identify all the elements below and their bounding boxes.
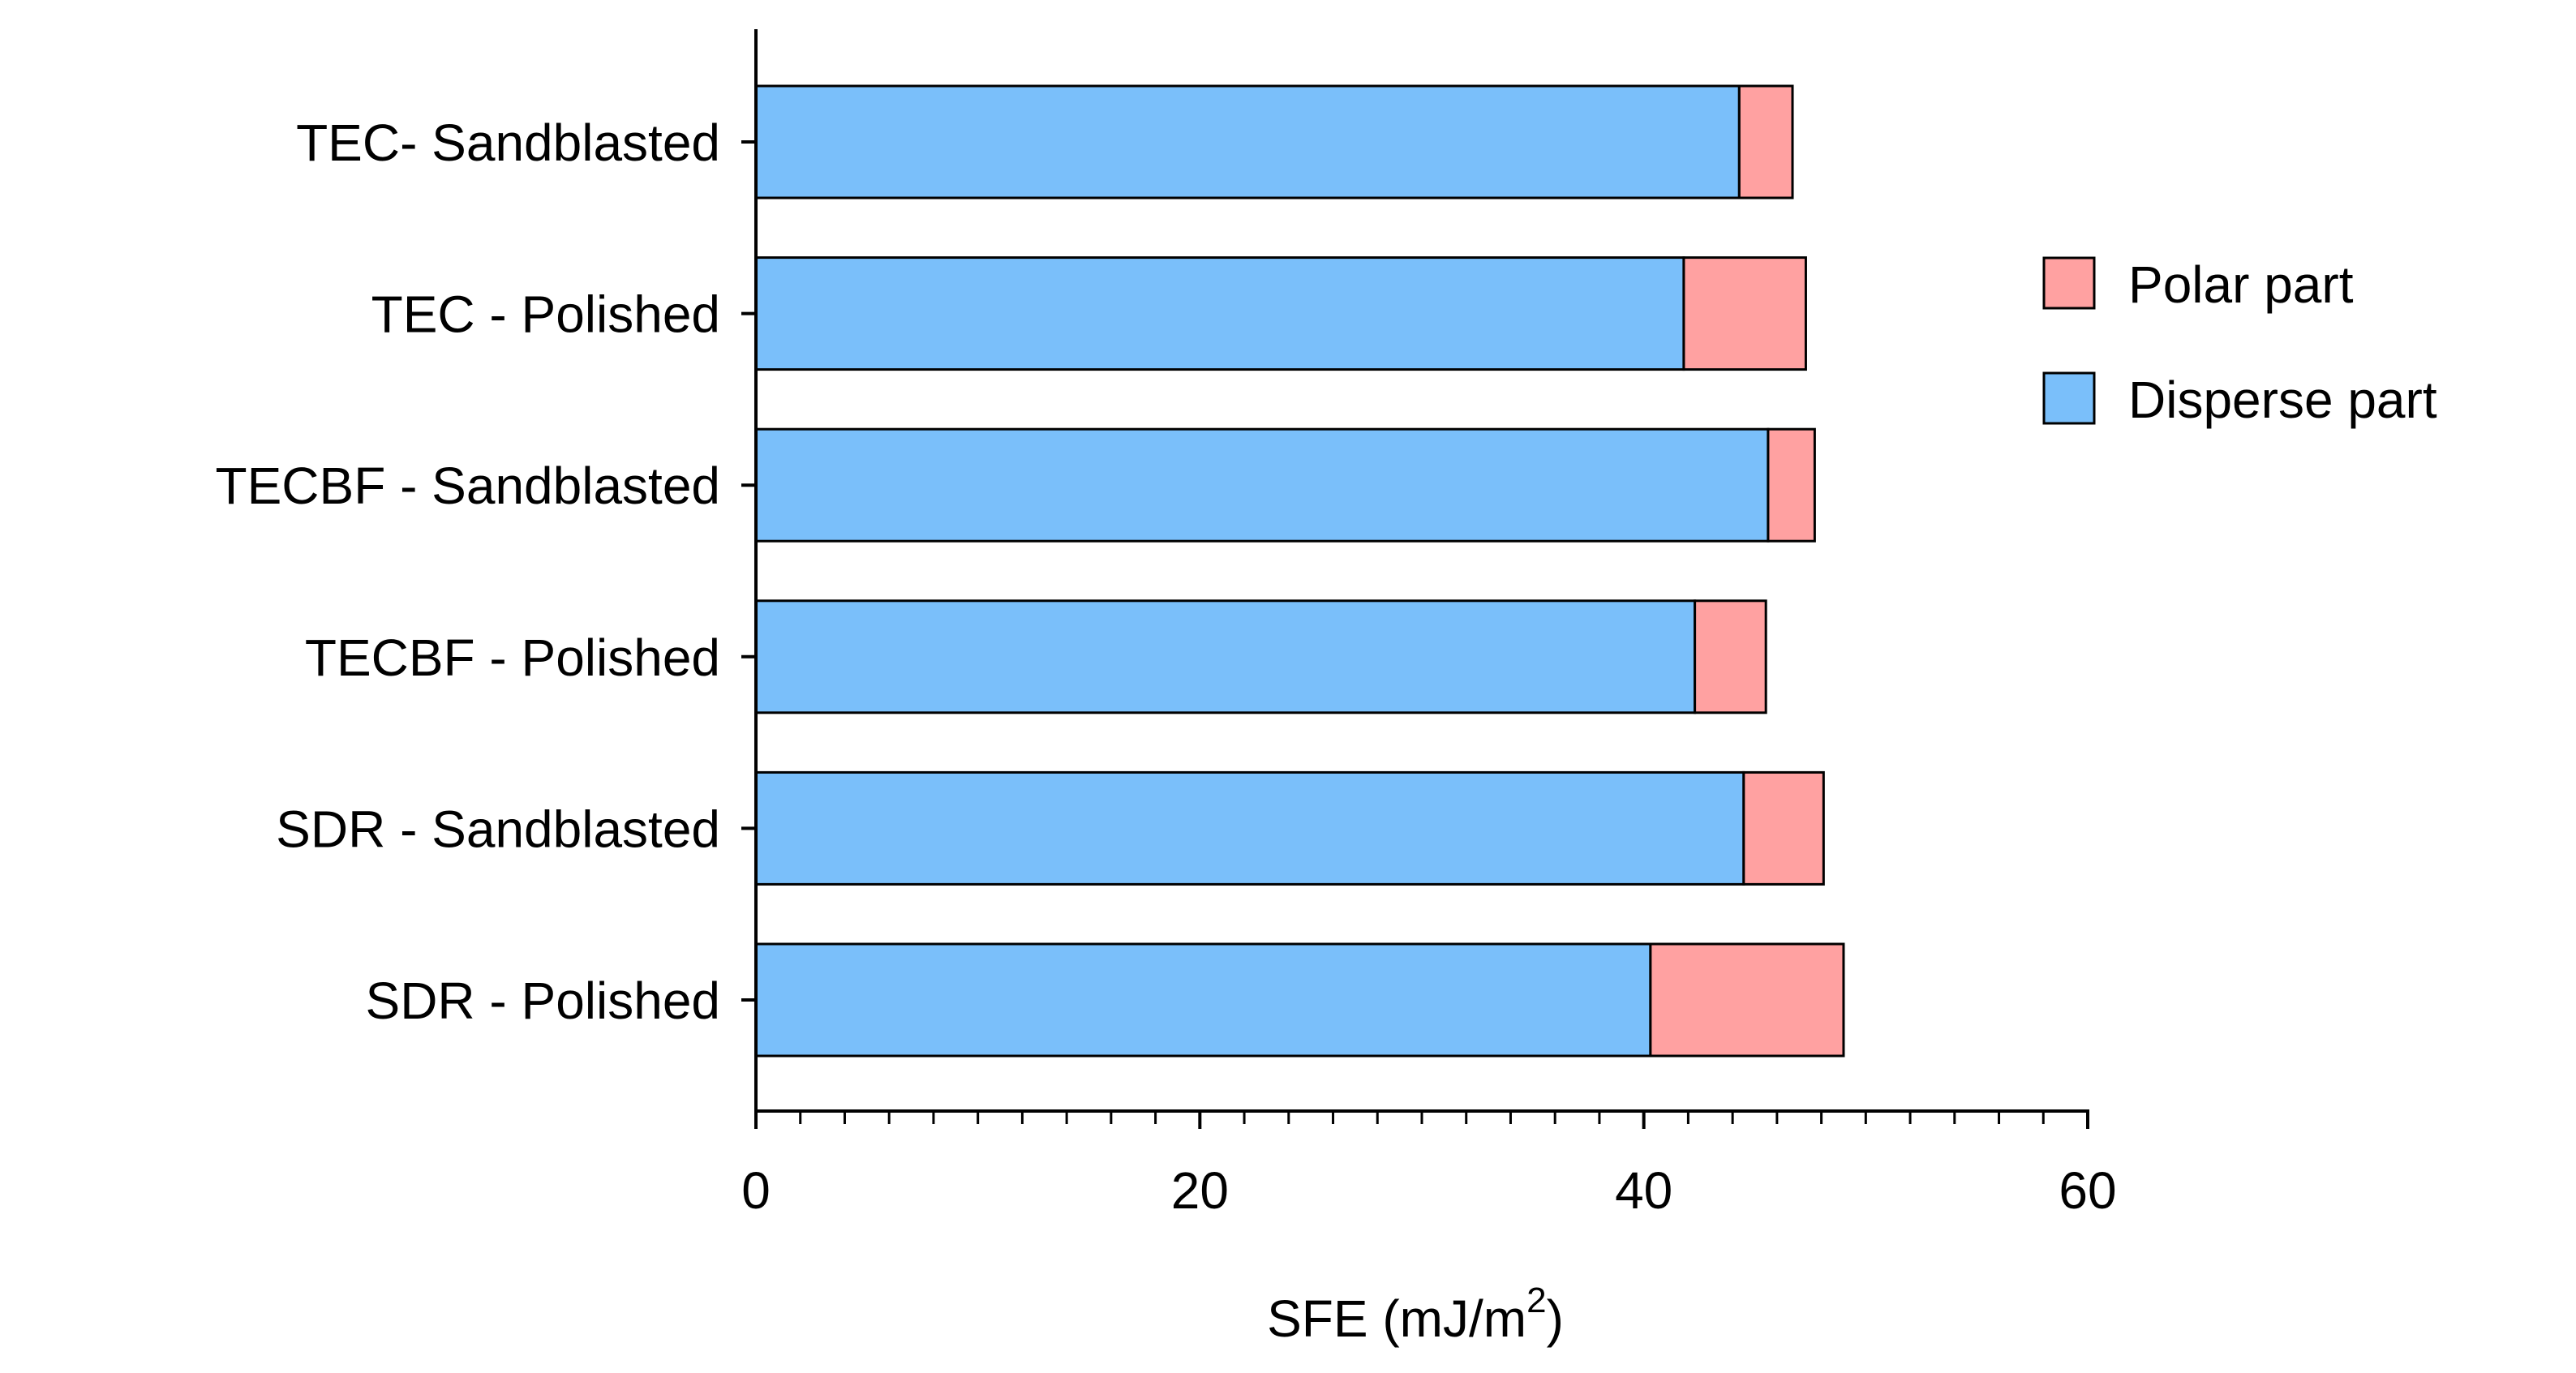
bar-disperse-3 xyxy=(754,427,1770,543)
y-tick-label-1: TEC- Sandblasted xyxy=(296,114,720,172)
x-tick-layer: 0 20 40 60 xyxy=(741,1111,2117,1220)
bar-polar-4 xyxy=(1694,599,1767,714)
y-tick-layer: TEC- Sandblasted TEC - Polished TECBF - Sa… xyxy=(216,114,756,1030)
x-axis-title: SFE (mJ/m2) xyxy=(1267,1281,1564,1348)
bar-disperse-5 xyxy=(754,770,1745,886)
bar-disperse-4 xyxy=(754,599,1697,714)
y-tick-label-5: SDR - Sandblasted xyxy=(276,800,720,858)
y-tick-label-2: TEC - Polished xyxy=(371,285,720,344)
legend: Polar part Disperse part xyxy=(2042,255,2437,429)
bars-layer xyxy=(754,84,1845,1058)
legend-label-polar: Polar part xyxy=(2128,255,2354,314)
y-tick-label-4: TECBF - Polished xyxy=(305,629,720,687)
bar-polar-2 xyxy=(1682,256,1807,371)
bar-polar-3 xyxy=(1767,427,1816,543)
bar-disperse-6 xyxy=(754,942,1652,1058)
bar-disperse-1 xyxy=(754,84,1741,200)
x-tick-label-0: 0 xyxy=(741,1161,771,1220)
x-axis-title-main: SFE (mJ/m xyxy=(1267,1289,1526,1348)
x-tick-label-20: 20 xyxy=(1171,1161,1229,1220)
x-tick-label-60: 60 xyxy=(2059,1161,2116,1220)
bar-polar-1 xyxy=(1737,84,1794,200)
x-tick-label-40: 40 xyxy=(1615,1161,1672,1220)
legend-swatch-disperse xyxy=(2042,371,2096,425)
bar-polar-5 xyxy=(1742,770,1825,886)
x-axis-title-superscript: 2 xyxy=(1526,1281,1546,1320)
bar-disperse-2 xyxy=(754,256,1685,371)
y-tick-label-3: TECBF - Sandblasted xyxy=(216,457,721,515)
legend-label-disperse: Disperse part xyxy=(2128,371,2437,429)
legend-swatch-polar xyxy=(2042,256,2096,310)
y-tick-label-6: SDR - Polished xyxy=(366,972,721,1030)
bar-polar-6 xyxy=(1649,942,1845,1058)
x-axis-title-suffix: ) xyxy=(1547,1289,1564,1348)
